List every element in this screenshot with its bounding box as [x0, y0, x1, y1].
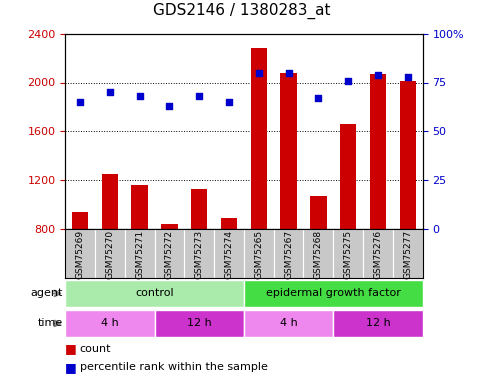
Bar	[310, 196, 327, 229]
Bar	[102, 174, 118, 229]
Point	[166, 103, 173, 109]
Bar	[65, 310, 155, 337]
Text: GSM75275: GSM75275	[344, 230, 353, 279]
Text: GSM75267: GSM75267	[284, 230, 293, 279]
Text: GSM75265: GSM75265	[255, 230, 263, 279]
Bar	[125, 229, 155, 278]
Point	[255, 70, 263, 76]
Text: 4 h: 4 h	[280, 318, 298, 328]
Text: 4 h: 4 h	[101, 318, 119, 328]
Text: epidermal growth factor: epidermal growth factor	[266, 288, 401, 298]
Bar	[303, 229, 333, 278]
Text: agent: agent	[30, 288, 63, 298]
Bar	[333, 310, 423, 337]
Bar	[65, 280, 244, 307]
Point	[76, 99, 84, 105]
Bar	[244, 229, 274, 278]
Text: GSM75268: GSM75268	[314, 230, 323, 279]
Bar	[244, 310, 333, 337]
Text: time: time	[38, 318, 63, 328]
Text: GDS2146 / 1380283_at: GDS2146 / 1380283_at	[153, 3, 330, 19]
Bar	[363, 229, 393, 278]
Point	[196, 93, 203, 99]
Text: GSM75270: GSM75270	[105, 230, 114, 279]
Text: GSM75272: GSM75272	[165, 230, 174, 279]
Point	[106, 89, 114, 95]
Bar	[191, 189, 207, 229]
Text: GSM75277: GSM75277	[403, 230, 412, 279]
Bar	[131, 185, 148, 229]
Bar	[244, 280, 423, 307]
Bar	[274, 229, 303, 278]
Text: 12 h: 12 h	[366, 318, 390, 328]
Bar	[214, 229, 244, 278]
Point	[344, 78, 352, 84]
Bar	[155, 229, 185, 278]
Text: 12 h: 12 h	[187, 318, 212, 328]
Point	[285, 70, 293, 76]
Bar	[370, 74, 386, 229]
Bar	[65, 229, 95, 278]
Text: GSM75269: GSM75269	[76, 230, 85, 279]
Bar	[221, 218, 237, 229]
Bar	[72, 211, 88, 229]
Bar	[393, 229, 423, 278]
Point	[136, 93, 143, 99]
Bar	[281, 73, 297, 229]
Text: GSM75274: GSM75274	[225, 230, 233, 279]
Bar	[161, 225, 178, 229]
Text: percentile rank within the sample: percentile rank within the sample	[80, 363, 268, 372]
Point	[404, 74, 412, 80]
Bar	[340, 124, 356, 229]
Point	[374, 72, 382, 78]
Text: GSM75276: GSM75276	[373, 230, 383, 279]
Point	[314, 95, 322, 101]
Bar	[333, 229, 363, 278]
Bar	[95, 229, 125, 278]
Text: control: control	[135, 288, 174, 298]
Point	[225, 99, 233, 105]
Bar	[155, 310, 244, 337]
Text: ■: ■	[65, 342, 77, 355]
Text: count: count	[80, 344, 111, 354]
Text: GSM75273: GSM75273	[195, 230, 204, 279]
Text: GSM75271: GSM75271	[135, 230, 144, 279]
Bar	[399, 81, 416, 229]
Bar	[185, 229, 214, 278]
Text: ■: ■	[65, 361, 77, 374]
Bar	[251, 48, 267, 229]
